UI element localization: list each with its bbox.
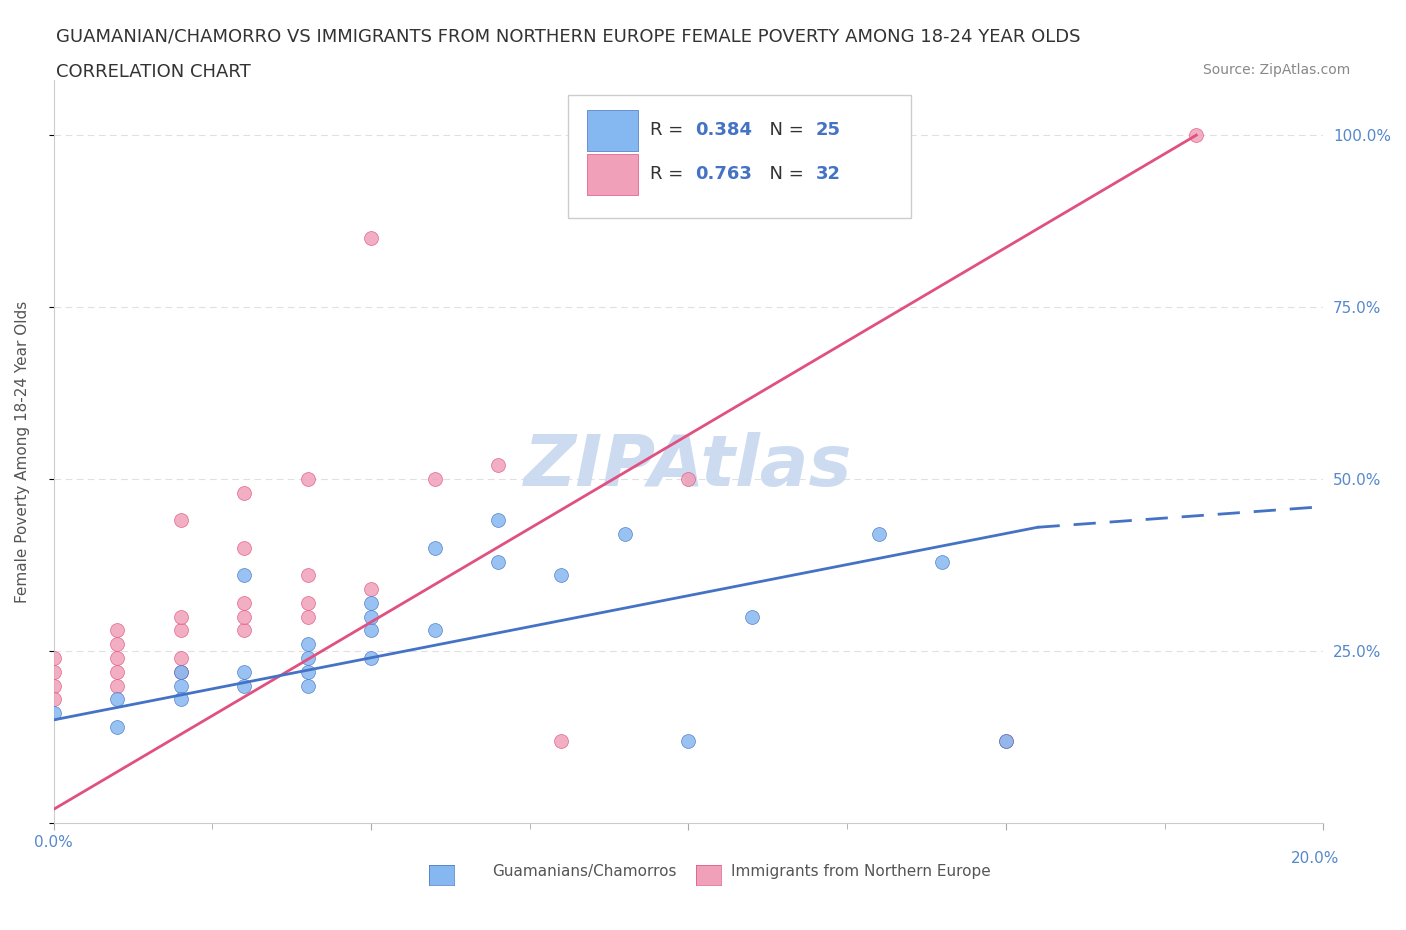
Point — [297, 472, 319, 486]
FancyBboxPatch shape — [586, 110, 638, 151]
Point — [741, 609, 763, 624]
Point — [423, 623, 446, 638]
Point — [233, 623, 256, 638]
Text: 0.384: 0.384 — [695, 121, 752, 139]
Point — [105, 651, 128, 666]
Point — [42, 706, 65, 721]
Point — [233, 568, 256, 583]
Point — [678, 733, 700, 748]
Point — [297, 664, 319, 679]
Point — [297, 637, 319, 652]
Point — [169, 664, 191, 679]
Point — [486, 458, 509, 472]
Text: Source: ZipAtlas.com: Source: ZipAtlas.com — [1202, 63, 1350, 77]
Point — [613, 526, 636, 541]
Point — [360, 231, 382, 246]
Point — [550, 733, 572, 748]
Text: N =: N = — [758, 166, 810, 183]
FancyBboxPatch shape — [568, 95, 911, 218]
Point — [42, 664, 65, 679]
Point — [233, 540, 256, 555]
Point — [868, 526, 890, 541]
Point — [105, 678, 128, 693]
Point — [105, 637, 128, 652]
Point — [486, 554, 509, 569]
Point — [169, 513, 191, 528]
Point — [994, 733, 1017, 748]
Text: N =: N = — [758, 121, 810, 139]
Text: 32: 32 — [815, 166, 841, 183]
Point — [169, 678, 191, 693]
Point — [678, 472, 700, 486]
Point — [169, 692, 191, 707]
Point — [297, 595, 319, 610]
Text: 0.763: 0.763 — [695, 166, 752, 183]
Point — [994, 733, 1017, 748]
Point — [42, 692, 65, 707]
Point — [297, 651, 319, 666]
Text: CORRELATION CHART: CORRELATION CHART — [56, 63, 252, 81]
Point — [42, 651, 65, 666]
Text: Immigrants from Northern Europe: Immigrants from Northern Europe — [731, 864, 991, 879]
Point — [486, 513, 509, 528]
Text: 20.0%: 20.0% — [1291, 851, 1339, 866]
Point — [297, 678, 319, 693]
Point — [360, 582, 382, 597]
Point — [297, 568, 319, 583]
Point — [550, 568, 572, 583]
Point — [423, 540, 446, 555]
Point — [233, 678, 256, 693]
Point — [169, 664, 191, 679]
Point — [169, 609, 191, 624]
Text: R =: R = — [651, 121, 689, 139]
Point — [105, 719, 128, 734]
Text: 25: 25 — [815, 121, 841, 139]
Point — [233, 595, 256, 610]
Point — [360, 595, 382, 610]
Point — [297, 609, 319, 624]
Point — [169, 623, 191, 638]
Point — [360, 609, 382, 624]
Point — [360, 651, 382, 666]
Point — [233, 609, 256, 624]
Point — [423, 472, 446, 486]
Text: GUAMANIAN/CHAMORRO VS IMMIGRANTS FROM NORTHERN EUROPE FEMALE POVERTY AMONG 18-24: GUAMANIAN/CHAMORRO VS IMMIGRANTS FROM NO… — [56, 28, 1081, 46]
Point — [42, 678, 65, 693]
Point — [1185, 127, 1208, 142]
Text: Guamanians/Chamorros: Guamanians/Chamorros — [492, 864, 676, 879]
Point — [360, 623, 382, 638]
Point — [931, 554, 953, 569]
Point — [233, 485, 256, 500]
Point — [105, 623, 128, 638]
Point — [105, 664, 128, 679]
FancyBboxPatch shape — [586, 154, 638, 195]
Text: R =: R = — [651, 166, 689, 183]
Point — [105, 692, 128, 707]
Point — [233, 664, 256, 679]
Text: ZIPAtlas: ZIPAtlas — [524, 432, 852, 501]
Point — [678, 182, 700, 197]
Point — [169, 651, 191, 666]
Y-axis label: Female Poverty Among 18-24 Year Olds: Female Poverty Among 18-24 Year Olds — [15, 300, 30, 603]
